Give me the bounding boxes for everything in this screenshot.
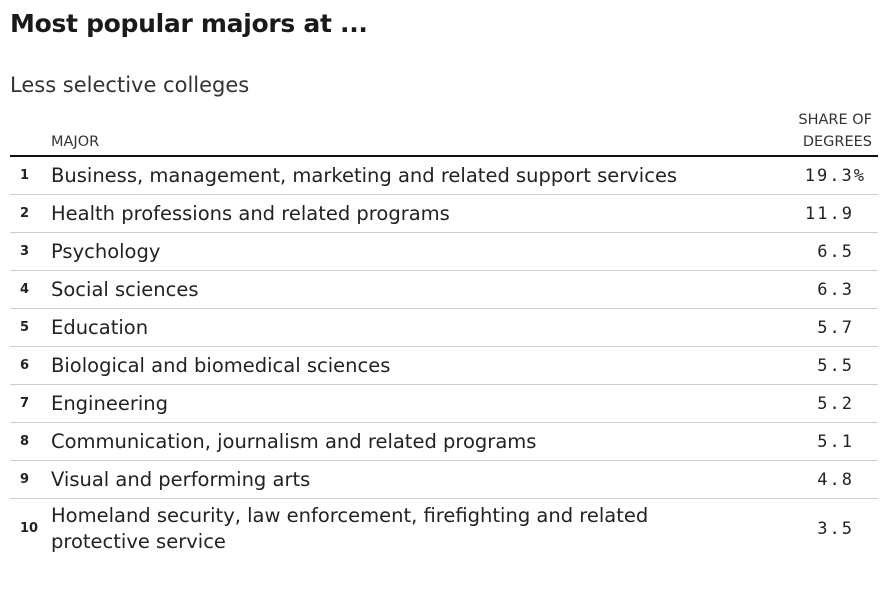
major-name: Social sciences: [51, 277, 199, 301]
rank-number: 5: [20, 320, 30, 335]
major-name: Communication, journalism and related pr…: [51, 429, 537, 453]
major-name: Business, management, marketing and rela…: [51, 163, 678, 187]
share-value: 11.9: [805, 195, 866, 232]
table-subtitle: Less selective colleges: [10, 73, 250, 97]
column-header-share-line2: DEGREES: [802, 134, 872, 150]
share-number: 4.8: [817, 469, 854, 490]
column-header-share: SHARE OF DEGREES: [752, 109, 872, 153]
rank-number: 3: [20, 244, 30, 259]
share-number: 11.9: [805, 203, 854, 224]
major-name: Biological and biomedical sciences: [51, 353, 391, 377]
share-value: 5.5: [817, 347, 866, 384]
share-value: 4.8: [817, 461, 866, 498]
share-number: 5.7: [817, 317, 854, 338]
rank-number: 6: [20, 358, 30, 373]
table-row: 2 Health professions and related programs…: [10, 195, 878, 233]
share-number: 5.2: [817, 393, 854, 414]
table-row: 9 Visual and performing arts 4.8: [10, 461, 878, 499]
rank-number: 8: [20, 434, 30, 449]
share-value: 5.1: [817, 423, 866, 460]
share-value: 6.3: [817, 271, 866, 308]
share-number: 5.5: [817, 355, 854, 376]
major-name: Psychology: [51, 239, 161, 263]
share-value: 19.3%: [805, 157, 866, 194]
table-row: 6 Biological and biomedical sciences 5.5: [10, 347, 878, 385]
share-number: 5.1: [817, 431, 854, 452]
share-number: 3.5: [817, 518, 854, 539]
page-title: Most popular majors at ...: [10, 9, 368, 38]
rank-number: 10: [20, 521, 39, 536]
major-name: Health professions and related programs: [51, 201, 450, 225]
share-number: 19.3: [804, 165, 854, 186]
table-row: 7 Engineering 5.2: [10, 385, 878, 423]
share-value: 6.5: [817, 233, 866, 270]
rank-number: 1: [20, 168, 30, 183]
share-value: 5.7: [817, 309, 866, 346]
column-header-share-line1: SHARE OF: [798, 112, 872, 128]
major-name: Education: [51, 315, 149, 339]
table-row: 5 Education 5.7: [10, 309, 878, 347]
share-value: 3.5: [817, 499, 866, 558]
percent-sign: %: [853, 165, 866, 186]
major-name: Homeland security, law enforcement, fire…: [51, 503, 649, 553]
header-rule: [10, 155, 878, 157]
share-number: 6.3: [817, 279, 854, 300]
table-row: 10 Homeland security, law enforcement, fi…: [10, 499, 878, 558]
rank-number: 7: [20, 396, 30, 411]
major-name: Visual and performing arts: [51, 467, 311, 491]
rank-number: 2: [20, 206, 30, 221]
rank-number: 4: [20, 282, 30, 297]
table-row: 3 Psychology 6.5: [10, 233, 878, 271]
major-name: Engineering: [51, 391, 168, 415]
majors-table: 1 Business, management, marketing and rel…: [10, 157, 878, 558]
column-header-major: MAJOR: [51, 134, 100, 150]
share-number: 6.5: [817, 241, 854, 262]
table-row: 4 Social sciences 6.3: [10, 271, 878, 309]
table-row: 1 Business, management, marketing and rel…: [10, 157, 878, 195]
rank-number: 9: [20, 472, 30, 487]
table-row: 8 Communication, journalism and related p…: [10, 423, 878, 461]
share-value: 5.2: [817, 385, 866, 422]
